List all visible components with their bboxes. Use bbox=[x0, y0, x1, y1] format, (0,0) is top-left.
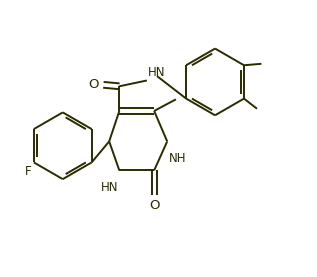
Text: O: O bbox=[88, 78, 99, 91]
Text: O: O bbox=[149, 199, 159, 212]
Text: HN: HN bbox=[100, 181, 118, 194]
Text: NH: NH bbox=[169, 152, 186, 165]
Text: HN: HN bbox=[147, 66, 165, 79]
Text: F: F bbox=[25, 165, 32, 178]
